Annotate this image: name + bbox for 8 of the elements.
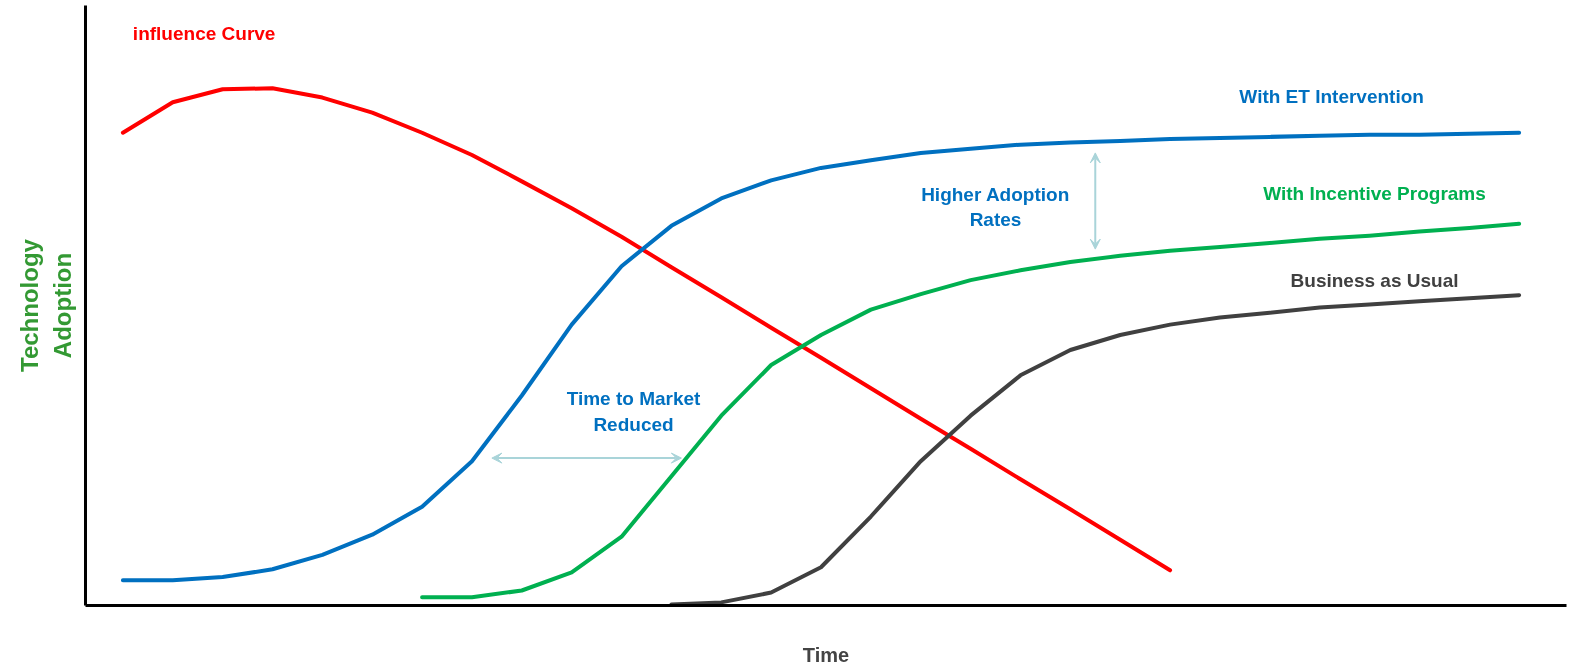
- text: influence Curve: [132, 23, 276, 45]
- x-axis-title: Time: [802, 643, 850, 666]
- series-label: Business as Usual: [1290, 269, 1459, 291]
- annotation: Time to Market Reduced: [566, 388, 702, 435]
- series-label: With Incentive Programs: [1263, 182, 1486, 204]
- y-axis-title: Technology Adoption: [16, 238, 76, 372]
- annotation: Higher Adoption Rates: [921, 184, 1070, 231]
- series-label: With ET Intervention: [1239, 86, 1424, 108]
